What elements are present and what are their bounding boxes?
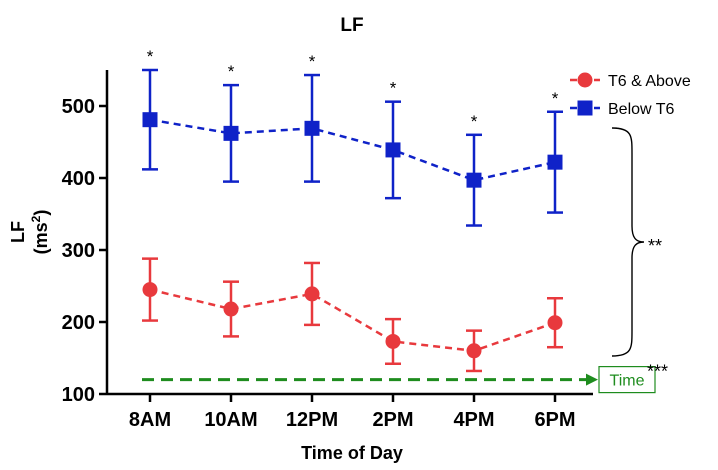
y-tick-label: 400 <box>62 168 95 190</box>
y-tick-label: 200 <box>62 312 95 334</box>
significance-star: * <box>309 52 316 71</box>
data-point <box>223 301 239 317</box>
x-tick-label: 6PM <box>534 409 575 431</box>
time-label: Time <box>610 373 645 390</box>
data-point <box>142 282 158 298</box>
y-axis-unit-text: (ms <box>31 222 51 254</box>
data-point <box>466 172 482 188</box>
legend-item: Below T6 <box>570 100 675 118</box>
significance-stars: * * * * * * <box>147 47 559 131</box>
y-axis-unit-close: ) <box>31 210 51 216</box>
brace <box>611 127 645 357</box>
series-t6-and-above <box>142 257 563 373</box>
y-axis-label: LF <box>8 221 28 243</box>
time-arrow: Time <box>142 366 656 394</box>
y-tick-label: 300 <box>62 240 95 262</box>
series-line <box>149 118 556 182</box>
time-arrow-head <box>586 373 598 386</box>
legend: T6 & Above Below T6 <box>570 72 691 118</box>
series-layer <box>142 68 563 373</box>
x-tick-label: 8AM <box>129 409 171 431</box>
x-tick-label: 2PM <box>372 409 413 431</box>
data-point <box>304 120 320 136</box>
legend-marker <box>577 72 593 88</box>
axes: 100 200 300 400 500 8AM 10AM 12PM 2PM 4PM 6PM <box>62 70 593 431</box>
group-annotation: ** <box>648 236 662 256</box>
significance-star: * <box>390 79 397 98</box>
series-below-t6 <box>142 68 563 227</box>
y-axis-title: LF (ms2) <box>8 210 51 255</box>
y-axis-unit-sup: 2 <box>29 215 43 222</box>
time-label-box <box>598 366 656 394</box>
x-tick-label: 10AM <box>204 409 257 431</box>
legend-item: T6 & Above <box>570 72 691 90</box>
chart-title: LF <box>340 15 363 36</box>
y-axis-unit: (ms2) <box>29 210 51 255</box>
data-point <box>223 125 239 141</box>
y-tick-label: 500 <box>62 96 95 118</box>
data-point <box>142 112 158 128</box>
x-axis-label: Time of Day <box>301 443 403 463</box>
data-point <box>385 142 401 158</box>
data-point <box>466 343 482 359</box>
time-annotation: *** <box>647 362 668 382</box>
data-point <box>304 286 320 302</box>
data-point <box>547 315 563 331</box>
group-brace: ***** <box>611 127 668 382</box>
significance-star: * <box>471 112 478 131</box>
legend-label: T6 & Above <box>608 73 691 90</box>
legend-marker <box>577 100 593 116</box>
significance-star: * <box>552 89 559 108</box>
x-tick-label: 4PM <box>453 409 494 431</box>
significance-star: * <box>228 62 235 81</box>
legend-label: Below T6 <box>608 101 675 118</box>
significance-star: * <box>147 47 154 66</box>
data-point <box>547 154 563 170</box>
x-tick-label: 12PM <box>286 409 338 431</box>
data-point <box>385 333 401 349</box>
series-line <box>149 288 556 353</box>
y-tick-label: 100 <box>62 384 95 406</box>
